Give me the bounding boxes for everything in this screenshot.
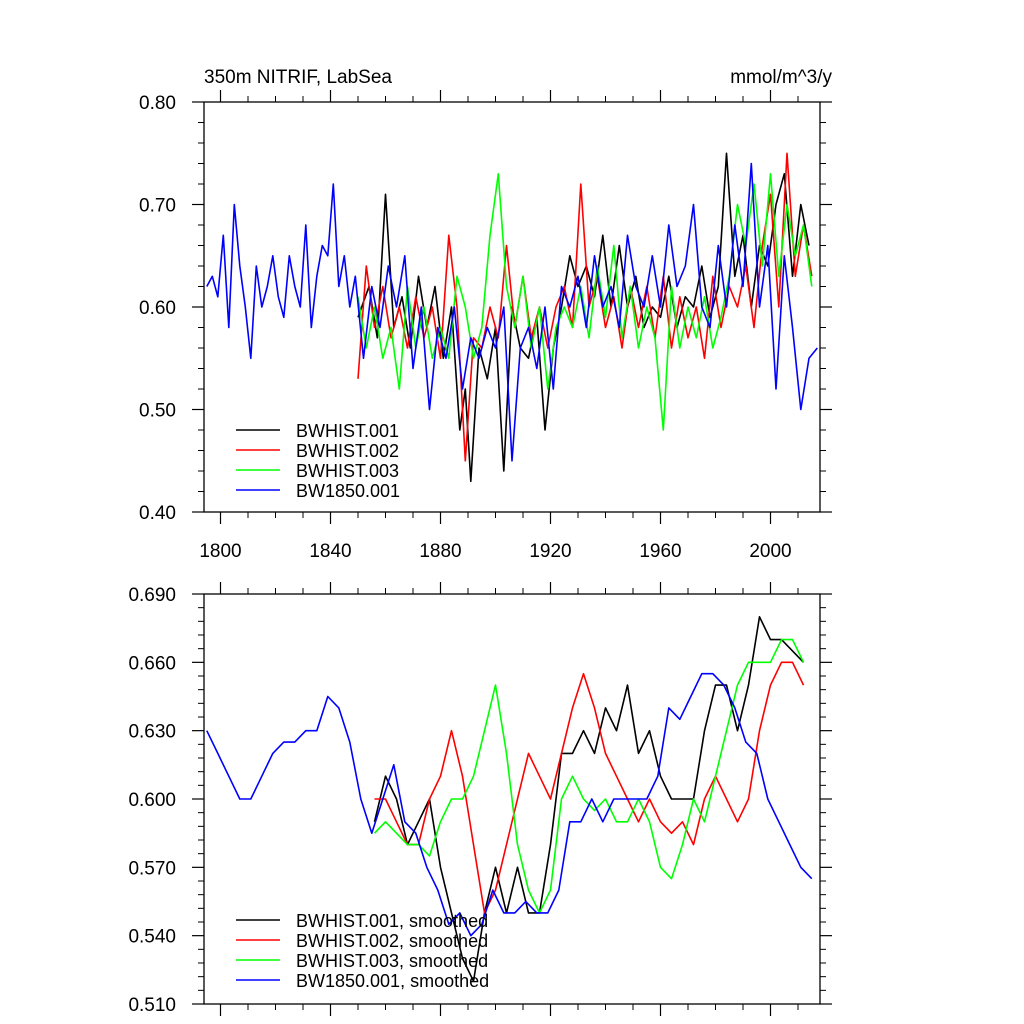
y-tick-label-0-3: 0.70 — [139, 196, 176, 217]
y-tick-label-1-2: 0.570 — [128, 858, 176, 879]
y-tick-label-1-3: 0.600 — [128, 790, 176, 811]
series-line-1-3 — [206, 672, 813, 937]
legend-label-0-0: BWHIST.001 — [296, 421, 399, 441]
y-tick-label-0-2: 0.60 — [139, 298, 176, 319]
x-tick-label-0-1: 1840 — [309, 541, 351, 562]
legend-label-0-1: BWHIST.002 — [296, 441, 399, 461]
x-tick-label-0-0: 1800 — [199, 541, 241, 562]
units-label: mmol/m^3/y — [730, 67, 832, 88]
series-line-0-0 — [357, 152, 810, 483]
y-tick-label-1-6: 0.690 — [128, 585, 176, 606]
legend-label-0-3: BW1850.001 — [296, 481, 400, 501]
y-tick-label-0-1: 0.50 — [139, 401, 176, 422]
x-tick-label-0-5: 2000 — [749, 541, 791, 562]
x-tick-label-0-4: 1960 — [639, 541, 681, 562]
series-line-0-3 — [206, 162, 818, 462]
x-tick-label-0-3: 1920 — [529, 541, 571, 562]
series-line-1-2 — [373, 638, 805, 914]
y-tick-label-1-1: 0.540 — [128, 927, 176, 948]
y-tick-label-0-4: 0.80 — [139, 93, 176, 114]
chart-title: 350m NITRIF, LabSea — [204, 67, 392, 88]
x-tick-label-0-2: 1880 — [419, 541, 461, 562]
series-line-0-2 — [357, 173, 813, 431]
top-panel: 0.40 0.50 0.60 0.70 0.80 1800 1840 1880 1920 1960… — [139, 90, 832, 562]
legend-label-1-2: BWHIST.003, smoothed — [296, 951, 488, 971]
legend-label-1-1: BWHIST.002, smoothed — [296, 931, 488, 951]
legend-label-1-3: BW1850.001, smoothed — [296, 971, 489, 991]
legend-label-1-0: BWHIST.001, smoothed — [296, 911, 488, 931]
legend-label-0-2: BWHIST.003 — [296, 461, 399, 481]
y-tick-label-1-0: 0.510 — [128, 995, 176, 1016]
bottom-panel: 0.510 0.540 0.570 0.600 0.630 0.660 0.690 BWHIS… — [128, 582, 832, 1016]
y-tick-label-1-5: 0.660 — [128, 653, 176, 674]
series-line-0-1 — [357, 152, 813, 462]
y-tick-label-1-4: 0.630 — [128, 722, 176, 743]
y-tick-label-0-0: 0.40 — [139, 503, 176, 524]
series-line-1-1 — [374, 661, 805, 914]
